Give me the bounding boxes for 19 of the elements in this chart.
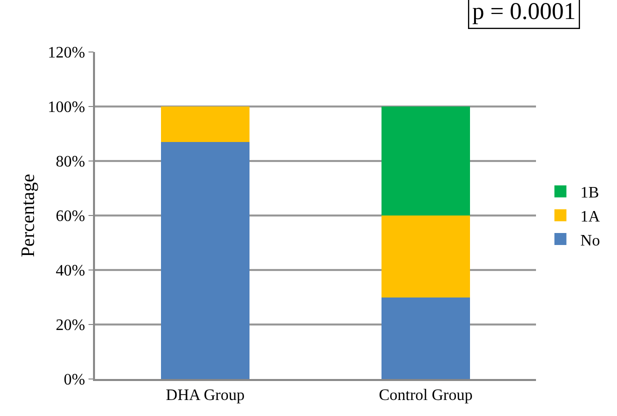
bar — [382, 106, 470, 216]
x-tick-label: DHA Group — [166, 386, 245, 404]
x-tick-label: Control Group — [378, 386, 473, 404]
legend-label: 1A — [580, 208, 600, 226]
y-axis-title: Percentage — [18, 174, 40, 258]
legend-label: 1B — [580, 184, 600, 202]
bar — [382, 297, 470, 379]
y-tick-label: 20% — [56, 317, 86, 334]
y-tick-label: 0% — [64, 372, 86, 389]
text: p = 0.0001 — [472, 0, 576, 26]
y-tick-label: 100% — [48, 99, 86, 116]
bar — [161, 106, 250, 142]
y-tick-label: 60% — [56, 208, 86, 226]
legend-label: No — [580, 232, 600, 250]
bar — [161, 142, 250, 379]
y-tick-label: 80% — [56, 154, 86, 171]
y-tick-label: 40% — [56, 262, 86, 280]
bar — [382, 216, 470, 298]
y-tick-label: 120% — [48, 44, 86, 62]
